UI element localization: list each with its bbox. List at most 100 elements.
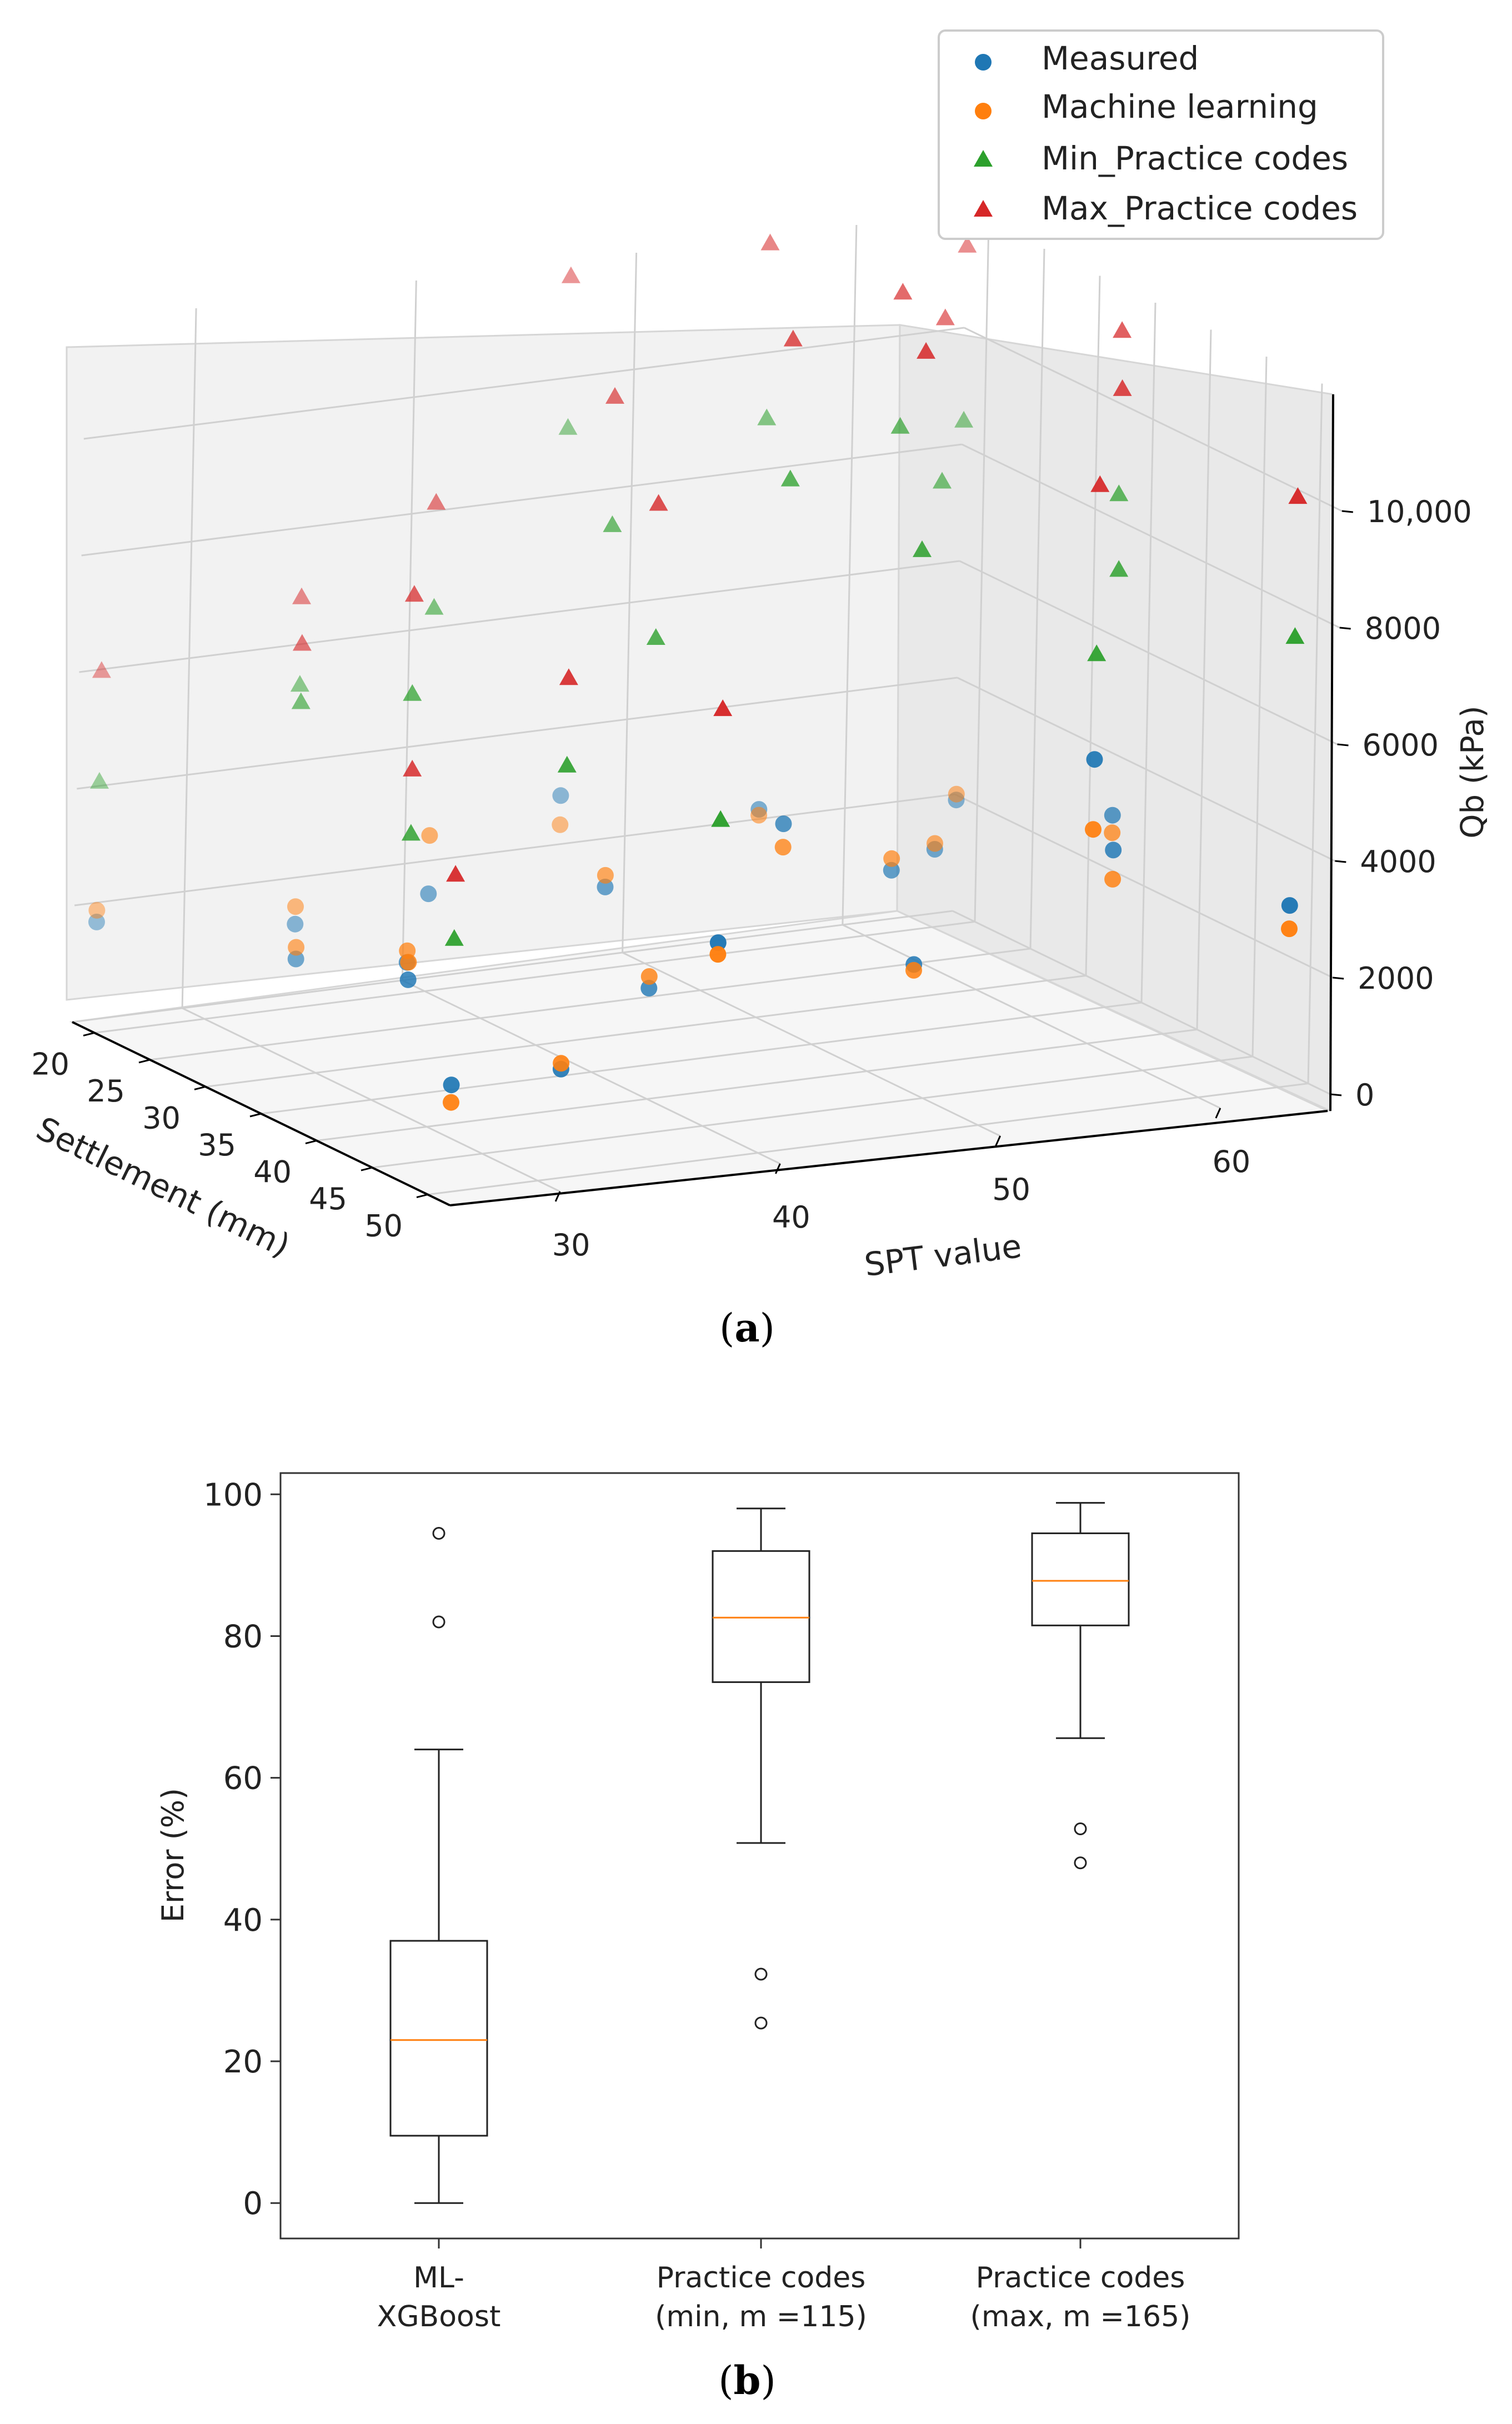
legend-label-measured: Measured bbox=[1042, 39, 1199, 77]
max-practice-code-point bbox=[292, 587, 311, 604]
min-practice-code-point bbox=[603, 515, 622, 532]
y-tick bbox=[416, 1194, 428, 1199]
max-practice-code-point bbox=[893, 283, 913, 300]
legend-label-min-practice-codes: Min_Practice codes bbox=[1042, 139, 1348, 177]
min-practice-code-point bbox=[403, 684, 422, 701]
box-x-tick-label: XGBoost bbox=[377, 2300, 501, 2333]
outlier-point bbox=[432, 1526, 445, 1540]
ml-point bbox=[400, 954, 417, 971]
min-practice-code-point bbox=[557, 755, 577, 773]
ml-point bbox=[1104, 870, 1122, 888]
ml-point bbox=[553, 1055, 570, 1072]
box-iqr bbox=[712, 1550, 810, 1683]
x-tick-label: 50 bbox=[992, 1172, 1030, 1207]
grid-line bbox=[83, 327, 965, 440]
max-practice-code-point bbox=[1288, 487, 1308, 504]
box-x-tick-label: (max, m =165) bbox=[970, 2300, 1191, 2333]
z-tick bbox=[1335, 860, 1346, 863]
ml-point bbox=[421, 827, 438, 844]
box-x-tick-label: Practice codes bbox=[976, 2261, 1185, 2295]
panel-a-caption: (a) bbox=[719, 1305, 775, 1351]
x-tick-label: 30 bbox=[552, 1228, 590, 1263]
box-y-tick-label: 100 bbox=[203, 1477, 263, 1513]
min-practice-code-point bbox=[90, 772, 109, 789]
ml-point bbox=[443, 1094, 459, 1111]
min-practice-code-point bbox=[291, 692, 311, 709]
max-practice-code-point bbox=[713, 699, 733, 717]
min-practice-code-point bbox=[646, 628, 665, 645]
min-practice-code-point bbox=[954, 410, 974, 428]
grid-line bbox=[622, 252, 638, 953]
z-tick bbox=[1333, 976, 1344, 980]
grid-3d bbox=[72, 222, 1343, 1196]
max-practice-code-point bbox=[292, 634, 312, 651]
grid-line bbox=[1307, 383, 1323, 1084]
measured-point bbox=[1104, 807, 1121, 824]
grid-line bbox=[1196, 329, 1212, 1030]
grid-line bbox=[427, 1083, 1309, 1196]
y-tick bbox=[361, 1166, 373, 1171]
y-tick bbox=[83, 1031, 95, 1036]
max-practice-code-point bbox=[958, 236, 977, 253]
max-practice-code-point bbox=[446, 865, 465, 882]
outlier-point bbox=[754, 1967, 768, 1981]
max-practice-code-point bbox=[917, 342, 936, 359]
ml-point bbox=[750, 807, 768, 824]
min-practice-code-point bbox=[1109, 560, 1129, 577]
min-practice-code-point bbox=[933, 472, 952, 489]
min-practice-code-point bbox=[444, 929, 464, 946]
min-practice-code-point bbox=[558, 418, 578, 435]
x-tick bbox=[995, 1135, 1001, 1146]
box-group bbox=[1031, 1502, 1130, 1870]
box-y-tick-label: 80 bbox=[223, 1619, 263, 1655]
ml-point bbox=[774, 839, 792, 856]
measured-point bbox=[883, 862, 900, 879]
z-tick-label: 0 bbox=[1355, 1078, 1374, 1113]
ml-point bbox=[948, 785, 965, 803]
min-practice-code-point bbox=[401, 824, 420, 841]
z-tick-label: 2000 bbox=[1358, 961, 1434, 996]
ml-point bbox=[1281, 920, 1298, 938]
box-iqr bbox=[389, 1940, 488, 2137]
grid-line bbox=[316, 1029, 1198, 1142]
points-3d bbox=[88, 233, 1308, 1111]
boxes bbox=[389, 1502, 1130, 2204]
y-tick bbox=[249, 1113, 262, 1118]
measured-point bbox=[287, 915, 304, 933]
x-tick-label: 40 bbox=[772, 1200, 810, 1235]
back-pane bbox=[66, 324, 901, 1001]
z-axis-label-qb: Qb (kPa) bbox=[1455, 705, 1491, 838]
box-group bbox=[389, 1526, 488, 2204]
grid-line bbox=[94, 920, 975, 1034]
ml-point bbox=[709, 946, 727, 963]
max-practice-code-point bbox=[605, 387, 624, 404]
min-practice-code-point bbox=[1087, 644, 1107, 662]
box-x-tick-label: Practice codes bbox=[657, 2261, 866, 2295]
x-tick bbox=[554, 1191, 561, 1202]
y-tick-label: 25 bbox=[87, 1074, 125, 1109]
measured-point bbox=[1105, 842, 1122, 859]
measured-point bbox=[597, 878, 614, 895]
box-x-tick-label: ML- bbox=[413, 2261, 464, 2295]
grid-line bbox=[181, 308, 197, 1009]
min-practice-code-point bbox=[757, 408, 777, 425]
outlier-point bbox=[1074, 1856, 1087, 1870]
y-tick bbox=[305, 1140, 317, 1144]
grid-line bbox=[1029, 248, 1045, 949]
ml-point bbox=[1104, 824, 1121, 842]
box-y-axis-label: Error (%) bbox=[156, 1788, 191, 1922]
ml-point bbox=[597, 867, 614, 884]
max-practice-code-point bbox=[935, 308, 955, 325]
legend: Measured Machine learning Min_Practice c… bbox=[938, 29, 1384, 240]
max-practice-code-point bbox=[92, 661, 111, 678]
y-tick-label: 45 bbox=[309, 1181, 347, 1216]
box-y-tick-label: 60 bbox=[223, 1761, 263, 1797]
measured-point bbox=[775, 815, 792, 833]
grid-line bbox=[149, 948, 1031, 1061]
grid-line bbox=[1085, 276, 1101, 976]
legend-label-max-practice-codes: Max_Practice codes bbox=[1042, 189, 1358, 227]
outlier-point bbox=[432, 1615, 445, 1629]
y-tick-label: 20 bbox=[31, 1046, 69, 1081]
grid-line bbox=[74, 793, 955, 907]
box-y-ticks: 0 20 40 60 80 100 bbox=[203, 1477, 281, 2222]
